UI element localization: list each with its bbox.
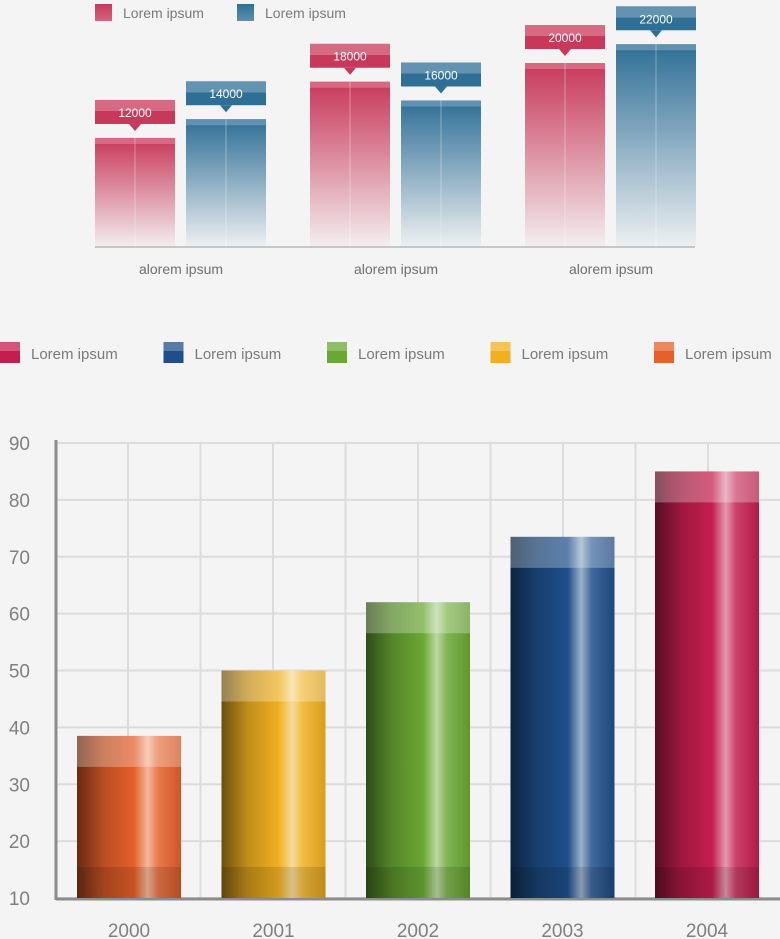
y-tick-label: 50 — [9, 662, 30, 683]
bar-bottom-band — [221, 867, 326, 898]
bar-top-band — [510, 536, 615, 568]
legend-label: Lorem ipsum — [265, 5, 346, 21]
bar-0-2 — [525, 63, 605, 247]
bar-0-0 — [95, 137, 175, 247]
legend-label: Lorem ipsum — [522, 346, 609, 363]
bar-top-band — [221, 670, 326, 702]
y-tick-label: 80 — [9, 491, 30, 512]
legend-swatch-shine — [654, 342, 674, 351]
bar-2003 — [510, 536, 615, 898]
x-tick-label: 2004 — [686, 921, 729, 939]
x-tick-label: 2002 — [397, 921, 439, 939]
x-tick-label: alorem ipsum — [139, 261, 223, 277]
bar-bottom-band — [655, 867, 759, 898]
bar-cap — [616, 44, 696, 51]
legend-swatch-shine — [490, 342, 511, 351]
x-tick-label: alorem ipsum — [354, 261, 438, 277]
legend-label: Lorem ipsum — [358, 346, 445, 363]
callout-box — [310, 54, 390, 68]
callout-box — [525, 36, 605, 49]
callout-pointer — [129, 123, 141, 131]
legend-swatch — [490, 342, 511, 363]
callout-top — [401, 62, 481, 74]
data-label: 12000 — [118, 106, 152, 120]
y-tick-label: 90 — [9, 434, 30, 455]
bar-2000 — [77, 735, 181, 898]
legend-swatch-shine — [327, 342, 347, 351]
legend-label: Lorem ipsum — [195, 346, 282, 363]
bar-1-1 — [401, 100, 481, 247]
callout-box — [401, 73, 481, 87]
legend-label: Lorem ipsum — [685, 346, 772, 363]
bar-top-band — [77, 735, 181, 767]
bar-0-1 — [310, 81, 390, 248]
callout-pointer — [435, 86, 447, 94]
legend-label: Lorem ipsum — [31, 346, 118, 363]
callout-box — [186, 92, 266, 106]
legend-swatch — [327, 342, 347, 363]
bar-cap — [401, 100, 481, 107]
bar-2004 — [655, 471, 759, 898]
callout-top — [186, 81, 266, 93]
y-tick-label: 30 — [9, 775, 30, 796]
y-tick-label: 70 — [9, 548, 30, 569]
legend-label: Lorem ipsum — [123, 5, 204, 21]
callout-pointer — [650, 30, 662, 38]
bar-bottom-band — [77, 867, 181, 898]
callout-top — [616, 6, 696, 18]
x-tick-label: 2000 — [108, 921, 150, 939]
callout-top — [95, 99, 175, 111]
x-tick-label: 2001 — [252, 921, 294, 939]
callout-box — [616, 17, 696, 31]
y-tick-label: 20 — [9, 832, 30, 853]
legend-swatch-shine — [163, 342, 184, 351]
bar-cap — [186, 119, 266, 126]
x-tick-label: alorem ipsum — [569, 261, 653, 277]
legend-swatch-fill — [237, 4, 254, 21]
callout-pointer — [344, 67, 356, 75]
bar-2001 — [221, 670, 326, 898]
data-label: 22000 — [639, 12, 673, 26]
bar-cap — [310, 81, 390, 88]
y-tick-label: 40 — [9, 718, 30, 739]
data-label: 16000 — [424, 68, 458, 82]
legend-swatch — [0, 342, 20, 363]
callout-top — [525, 25, 605, 36]
bar-bottom-band — [366, 867, 470, 898]
bar-top-band — [366, 602, 470, 634]
data-label: 20000 — [548, 31, 582, 45]
bar-1-0 — [186, 119, 266, 247]
legend-swatch-shine — [0, 342, 20, 351]
data-label: 14000 — [209, 87, 243, 101]
bar-cap — [95, 137, 175, 144]
y-tick-label: 60 — [9, 605, 30, 626]
callout-top — [310, 43, 390, 55]
legend-swatch-fill — [95, 4, 112, 21]
callout-pointer — [559, 49, 571, 56]
y-tick-label: 10 — [9, 889, 30, 910]
legend-swatch — [163, 342, 184, 363]
bar-top-band — [655, 471, 759, 503]
bar-cap — [525, 63, 605, 69]
legend-swatch — [654, 342, 674, 363]
callout-box — [95, 110, 175, 124]
bar-bottom-band — [510, 867, 615, 898]
x-tick-label: 2003 — [541, 921, 583, 939]
data-label: 18000 — [333, 50, 367, 64]
bar-1-2 — [616, 44, 696, 248]
bar-2002 — [366, 602, 470, 898]
callout-pointer — [220, 105, 232, 113]
